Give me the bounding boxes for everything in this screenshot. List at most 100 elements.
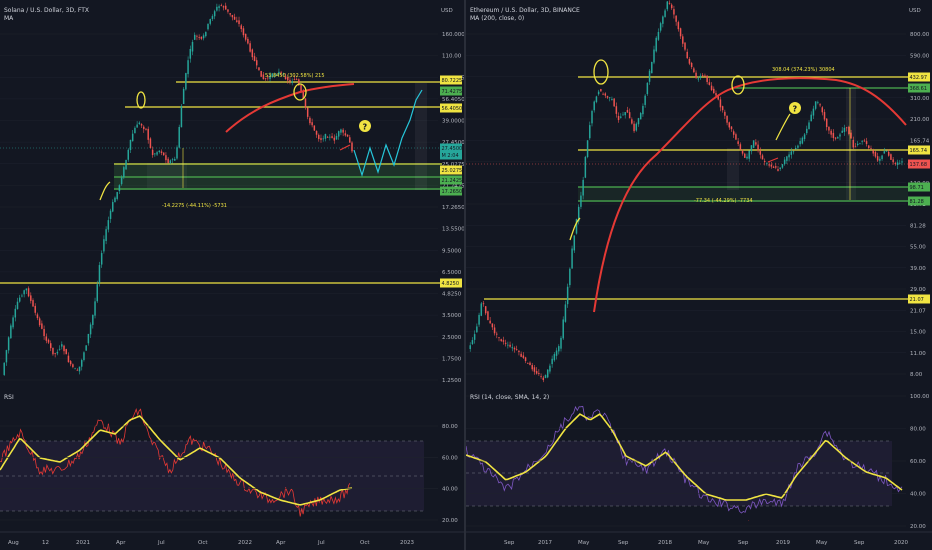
candle-body bbox=[759, 151, 762, 155]
candle-body bbox=[899, 162, 901, 164]
candle-body bbox=[639, 113, 642, 120]
price-tick-label: 310.00 bbox=[910, 96, 930, 102]
solana-chart-svg[interactable]: 160.0000 110.00 80.7225 56.4050 39.0000 27.45… bbox=[0, 0, 464, 550]
candle-body bbox=[5, 350, 8, 363]
candle-body bbox=[602, 93, 604, 95]
candle-body bbox=[182, 88, 185, 105]
price-tick-label: 25.0275 bbox=[442, 162, 464, 168]
measure-box bbox=[415, 83, 427, 190]
price-badge-label: 165.74 bbox=[910, 148, 928, 154]
candle-body bbox=[471, 340, 474, 345]
arrow-mark bbox=[99, 181, 111, 201]
rsi-label[interactable]: RSI (14, close, SMA, 14, 2) bbox=[470, 394, 550, 401]
candle-body bbox=[555, 350, 558, 356]
candle-body bbox=[322, 138, 324, 140]
price-tick-label: 13.5500 bbox=[442, 227, 464, 233]
candle-body bbox=[617, 115, 620, 121]
time-axis: Sep 2017 May Sep 2018 May Sep 2019 May Sep 2020 bbox=[466, 531, 932, 546]
candle-body bbox=[580, 195, 582, 207]
candle-body bbox=[114, 197, 116, 203]
candle-body bbox=[679, 28, 682, 37]
candle-body bbox=[708, 82, 711, 85]
price-tick-label: 590.00 bbox=[910, 53, 930, 59]
question-mark: ? bbox=[793, 105, 798, 114]
candle-body bbox=[814, 101, 817, 109]
time-tick-label: 2017 bbox=[538, 540, 552, 546]
candle-body bbox=[584, 156, 587, 178]
price-badge bbox=[440, 143, 462, 153]
candle-body bbox=[668, 2, 671, 4]
price-badge-label: 98.71 bbox=[910, 185, 924, 191]
arrow-mark bbox=[569, 217, 581, 241]
candle-body bbox=[262, 74, 265, 80]
candle-body bbox=[642, 105, 644, 115]
candle-body bbox=[469, 345, 471, 350]
indicator-label[interactable]: MA (200, close, 0) bbox=[470, 15, 525, 22]
candle-body bbox=[622, 114, 624, 116]
candle-body bbox=[657, 31, 660, 40]
candle-body bbox=[209, 19, 211, 24]
candle-body bbox=[626, 110, 629, 113]
support-zone bbox=[114, 163, 442, 190]
time-tick-label: May bbox=[698, 540, 710, 546]
symbol-title[interactable]: Solana / U.S. Dollar, 3D, FTX bbox=[4, 7, 90, 14]
price-badge-label: 81.28 bbox=[910, 199, 924, 205]
time-tick-label: Sep bbox=[854, 540, 865, 546]
candle-body bbox=[176, 147, 178, 159]
time-tick-label: Oct bbox=[360, 540, 370, 546]
time-tick-label: 2018 bbox=[658, 540, 672, 546]
candle-body bbox=[664, 10, 666, 17]
candle-body bbox=[677, 22, 680, 30]
price-tick-label: 21.07 bbox=[910, 308, 926, 314]
candle-body bbox=[335, 135, 338, 140]
candle-body bbox=[300, 84, 302, 92]
candle-body bbox=[158, 150, 161, 153]
price-badge-label: 21.07 bbox=[910, 297, 924, 303]
price-badge-label: M 2:04 bbox=[442, 153, 459, 159]
candle-body bbox=[746, 156, 748, 159]
candle-body bbox=[812, 108, 815, 116]
candle-body bbox=[244, 33, 247, 40]
rsi-sma-line bbox=[0, 415, 353, 506]
candle-body bbox=[586, 140, 589, 158]
candle-body bbox=[58, 348, 61, 350]
circle-mark bbox=[136, 91, 146, 109]
candle-body bbox=[269, 75, 271, 79]
grid: 800.00 590.00 432.97 310.00 210.00 165.74 137.… bbox=[466, 32, 930, 378]
candle-body bbox=[670, 4, 673, 9]
candle-body bbox=[885, 150, 888, 152]
candle-body bbox=[138, 122, 141, 125]
candle-body bbox=[535, 371, 538, 374]
price-badge-label: 137.68 bbox=[910, 162, 928, 168]
candle-body bbox=[772, 166, 775, 168]
candle-body bbox=[109, 210, 112, 219]
candle-body bbox=[788, 154, 790, 158]
candle-body bbox=[841, 130, 843, 133]
candle-body bbox=[127, 149, 130, 160]
ethereum-chart-svg[interactable]: 800.00 590.00 432.97 310.00 210.00 165.74 137.… bbox=[466, 0, 932, 550]
time-tick-label: 2021 bbox=[76, 540, 90, 546]
candle-body bbox=[27, 288, 30, 297]
candle-body bbox=[755, 142, 757, 145]
indicator-label[interactable]: MA bbox=[4, 15, 14, 22]
candle-body bbox=[213, 11, 216, 17]
time-tick-label: 2019 bbox=[776, 540, 790, 546]
horizontal-levels bbox=[0, 81, 442, 284]
symbol-title[interactable]: Ethereum / U.S. Dollar, 3D, BINANCE bbox=[470, 7, 580, 14]
candle-body bbox=[757, 144, 759, 151]
candle-body bbox=[23, 290, 25, 295]
candle-body bbox=[340, 129, 342, 133]
panel-divider[interactable] bbox=[464, 0, 466, 550]
candle-body bbox=[868, 145, 870, 148]
candle-body bbox=[533, 367, 536, 372]
candle-body bbox=[92, 314, 94, 325]
chart-panel-solana[interactable]: 160.0000 110.00 80.7225 56.4050 39.0000 27.45… bbox=[0, 0, 464, 550]
rsi-label[interactable]: RSI bbox=[4, 394, 14, 401]
candle-body bbox=[331, 136, 333, 138]
chart-panel-ethereum[interactable]: 800.00 590.00 432.97 310.00 210.00 165.74 137.… bbox=[466, 0, 932, 550]
candle-body bbox=[105, 229, 107, 241]
candle-body bbox=[313, 125, 316, 131]
candle-body bbox=[522, 355, 525, 358]
candle-body bbox=[18, 297, 21, 302]
candle-body bbox=[524, 357, 527, 362]
